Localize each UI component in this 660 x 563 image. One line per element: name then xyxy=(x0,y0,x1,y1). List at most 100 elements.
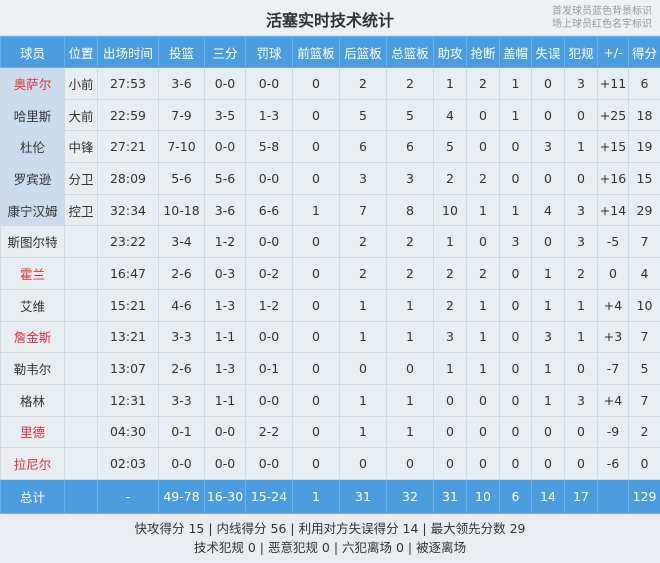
stat-cell: 1-3 xyxy=(204,352,246,385)
player-name[interactable]: 罗宾逊 xyxy=(0,162,65,195)
stat-cell: 0 xyxy=(386,447,434,480)
column-header[interactable]: 位置 xyxy=(64,36,98,68)
stat-cell: 5-6 xyxy=(158,162,205,195)
player-name[interactable]: 格林 xyxy=(0,383,65,417)
stat-cell: 1 xyxy=(531,383,565,417)
stat-cell: 0 xyxy=(564,162,598,195)
player-name[interactable]: 拉尼尔 xyxy=(0,447,65,480)
column-header[interactable]: 抢断 xyxy=(466,36,500,68)
total-cell: 31 xyxy=(339,478,387,514)
total-cell: - xyxy=(97,478,159,514)
stat-cell: 6-6 xyxy=(245,193,293,227)
stat-cell: 0-1 xyxy=(158,415,205,449)
column-header[interactable]: 球员 xyxy=(0,36,65,68)
stat-cell: 4-6 xyxy=(158,288,205,322)
column-header[interactable]: +/- xyxy=(597,36,629,68)
stat-cell: 0 xyxy=(292,257,340,290)
player-name[interactable]: 奥萨尔 xyxy=(0,67,65,100)
stat-cell: 1 xyxy=(531,352,565,385)
stat-cell: 10-18 xyxy=(158,193,205,227)
stat-cell: 5 xyxy=(339,98,387,132)
stat-cell: 0-0 xyxy=(245,225,293,259)
column-header[interactable]: 总篮板 xyxy=(386,36,434,68)
column-header[interactable]: 三分 xyxy=(204,36,246,68)
stat-cell: 5-6 xyxy=(204,162,246,195)
stat-cell: 0 xyxy=(292,288,340,322)
stat-cell: 0 xyxy=(292,320,340,354)
column-header[interactable]: 犯规 xyxy=(564,36,598,68)
stat-cell: 7-10 xyxy=(158,130,205,164)
column-header[interactable]: 前篮板 xyxy=(292,36,340,68)
total-row: 总计 -49-78 16-30 15-24 1 31 32 31 10 6 14 17 129 xyxy=(0,478,660,514)
column-header[interactable]: 助攻 xyxy=(433,36,467,68)
column-header[interactable]: 后篮板 xyxy=(339,36,387,68)
player-name[interactable]: 里德 xyxy=(0,415,65,449)
column-header[interactable]: 罚球 xyxy=(245,36,293,68)
stat-cell: 2-6 xyxy=(158,257,205,290)
total-cell: 32 xyxy=(386,478,434,514)
stat-cell: 0 xyxy=(292,130,340,164)
stat-cell: +25 xyxy=(597,98,629,132)
player-name[interactable]: 勒韦尔 xyxy=(0,352,65,385)
summary-line-2: 技术犯规 0 | 恶意犯规 0 | 六犯离场 0 | 被逐离场 xyxy=(193,539,467,555)
player-name[interactable]: 康宁汉姆 xyxy=(0,193,65,227)
player-name[interactable]: 詹金斯 xyxy=(0,320,65,354)
stat-cell: 3 xyxy=(564,383,598,417)
stat-cell: 2 xyxy=(339,67,387,100)
summary-line-1: 快攻得分 15 | 内线得分 56 | 利用对方失误得分 14 | 最大领先分数… xyxy=(134,520,526,536)
stat-cell: 0 xyxy=(531,162,565,195)
title-bar: 活塞实时技术统计 首发球员蓝色背景标识 场上球员红色名字标识 xyxy=(0,0,660,36)
stat-cell: 1 xyxy=(499,67,532,100)
column-header[interactable]: 盖帽 xyxy=(499,36,532,68)
player-row: 里德 04:30 0-1 0-0 2-2 0 1 1 0 0 0 0 0 -9 2 xyxy=(0,415,660,449)
stat-cell: +11 xyxy=(597,67,629,100)
stat-cell: 4 xyxy=(628,257,660,290)
stat-cell: 3 xyxy=(433,320,467,354)
stat-cell: 0 xyxy=(292,415,340,449)
stat-cell: 0 xyxy=(499,257,532,290)
stat-cell: 0-0 xyxy=(204,130,246,164)
column-header[interactable]: 出场时间 xyxy=(97,36,159,68)
stat-cell: 0 xyxy=(433,447,467,480)
stat-cell: 0 xyxy=(531,98,565,132)
stat-cell: 27:21 xyxy=(97,130,159,164)
total-cell: 129 xyxy=(628,478,660,514)
total-cell: 14 xyxy=(531,478,565,514)
player-name[interactable]: 斯图尔特 xyxy=(0,225,65,259)
stat-cell: 0 xyxy=(531,225,565,259)
stat-cell: 3-6 xyxy=(158,67,205,100)
player-row: 艾维 15:21 4-6 1-3 1-2 0 1 1 2 1 0 1 1 +4 10 xyxy=(0,288,660,322)
stat-cell: 3-3 xyxy=(158,383,205,417)
player-name[interactable]: 艾维 xyxy=(0,288,65,322)
stat-cell: 4 xyxy=(433,98,467,132)
stat-cell: 0 xyxy=(499,415,532,449)
column-header[interactable]: 投篮 xyxy=(158,36,205,68)
stat-cell: 3-3 xyxy=(158,320,205,354)
player-row: 勒韦尔 13:07 2-6 1-3 0-1 0 0 0 1 1 0 1 0 -7 5 xyxy=(0,352,660,385)
total-cell: 10 xyxy=(466,478,500,514)
stat-cell: 0 xyxy=(292,98,340,132)
stat-cell: 12:31 xyxy=(97,383,159,417)
player-name[interactable]: 哈里斯 xyxy=(0,98,65,132)
column-header[interactable]: 失误 xyxy=(531,36,565,68)
stat-cell: 1 xyxy=(466,320,500,354)
stat-cell: 0 xyxy=(499,352,532,385)
player-name[interactable]: 杜伦 xyxy=(0,130,65,164)
stat-cell: 1-2 xyxy=(245,288,293,322)
stat-cell xyxy=(64,415,98,449)
stat-cell: -6 xyxy=(597,447,629,480)
stat-cell: 3-4 xyxy=(158,225,205,259)
stat-cell: 0-0 xyxy=(158,447,205,480)
stat-cell: 1 xyxy=(564,288,598,322)
player-row: 詹金斯 13:21 3-3 1-1 0-0 0 1 1 3 1 0 3 1 +3 7 xyxy=(0,320,660,354)
stat-cell: 0 xyxy=(339,352,387,385)
stat-cell: 0 xyxy=(466,415,500,449)
stat-cell: 0 xyxy=(499,447,532,480)
column-header[interactable]: 得分 xyxy=(628,36,660,68)
stat-cell: 2-6 xyxy=(158,352,205,385)
stat-cell: 7 xyxy=(339,193,387,227)
player-name[interactable]: 霍兰 xyxy=(0,257,65,290)
total-cell: 31 xyxy=(433,478,467,514)
stat-cell: 3 xyxy=(339,162,387,195)
stat-cell: 2 xyxy=(466,257,500,290)
